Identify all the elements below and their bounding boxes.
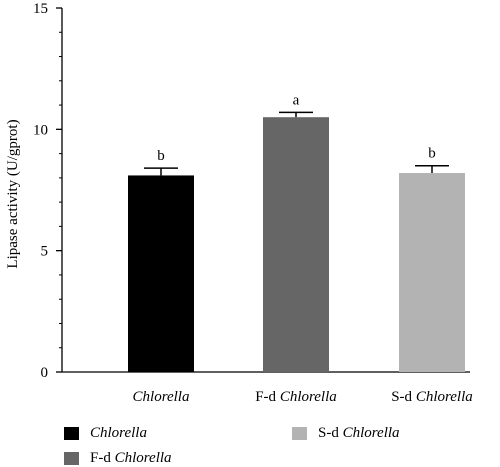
bar-3 [399,173,465,372]
y-tick-label-5: 5 [41,244,49,260]
bar-1 [128,175,194,372]
x-category-label-1: Chlorella [133,389,190,405]
bar-2 [263,117,329,372]
y-tick-label-0: 0 [41,365,49,381]
y-tick-label-10: 10 [33,122,48,138]
significance-label-2: a [293,92,300,108]
significance-label-1: b [157,148,165,164]
y-tick-label-15: 15 [33,1,48,17]
significance-label-3: b [428,146,436,162]
x-category-label-2: F-d Chlorella [255,389,337,405]
x-category-label-3: S-d Chlorella [391,389,473,405]
y-axis-label: Lipase activity (U/gprot) [5,119,21,268]
